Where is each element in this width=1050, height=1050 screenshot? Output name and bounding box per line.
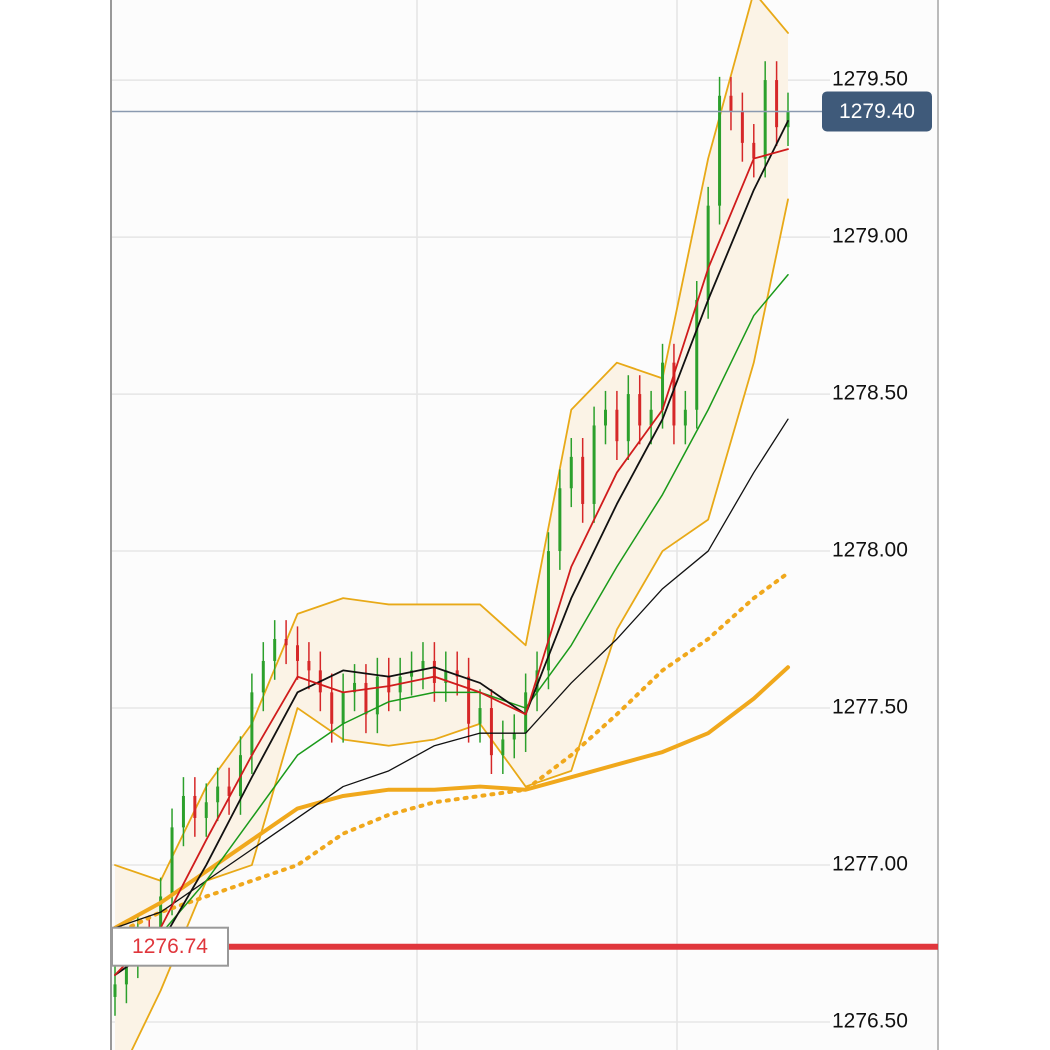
candle-body (216, 786, 220, 803)
candle-body (364, 682, 368, 715)
candle-body (341, 692, 345, 724)
level-label: 1276.74 (132, 935, 208, 958)
candle-body (444, 670, 448, 683)
candle-body (672, 362, 676, 426)
candle-body (775, 80, 779, 128)
indicator-line (130, 198, 789, 1050)
candle-body (387, 676, 391, 693)
candle-body (261, 660, 265, 693)
candle-body (193, 795, 197, 818)
candle-body (455, 670, 459, 677)
y-tick-label: 1277.50 (832, 696, 908, 719)
candle-body (706, 205, 710, 300)
candle-body (432, 660, 436, 683)
candle-body (638, 394, 642, 426)
candle-body (501, 739, 505, 756)
candle-body (592, 425, 596, 504)
candle-body (752, 142, 756, 159)
last-price-label: 1279.40 (839, 100, 915, 123)
indicator-line (114, 273, 789, 954)
candle-body (296, 645, 300, 661)
candle-body (204, 802, 208, 818)
y-tick-label: 1279.50 (832, 68, 908, 91)
candle-body (740, 111, 744, 143)
candle-body (273, 638, 277, 661)
candle-body (729, 95, 733, 112)
y-tick-label: 1279.00 (832, 225, 908, 248)
indicator-line (114, 119, 789, 976)
y-tick-label: 1277.00 (832, 853, 908, 876)
candle-body (718, 95, 722, 206)
candle-body (649, 409, 653, 426)
candle-body (512, 733, 516, 740)
indicator-line (113, 665, 790, 930)
candle-body (375, 676, 379, 715)
level-box (111, 926, 229, 967)
candle-body (615, 409, 619, 442)
y-tick-label: 1276.50 (832, 1010, 908, 1033)
indicator-line (114, 418, 789, 929)
candle-body (683, 409, 687, 426)
candle-body (170, 827, 174, 897)
candle-body (581, 456, 585, 504)
candle-body (410, 670, 414, 677)
candle-body (626, 394, 630, 442)
plot-background (112, 0, 938, 1050)
candle-body (478, 708, 482, 724)
y-tick-label: 1278.50 (832, 382, 908, 405)
candle-body (124, 959, 128, 985)
candle-body (250, 692, 254, 756)
indicator-line (114, 0, 789, 882)
candle-body (467, 676, 471, 724)
last-price-box (822, 91, 932, 132)
band-fill (115, 0, 788, 1050)
candle-body (227, 786, 231, 796)
candle-body (786, 111, 790, 128)
y-tick-label: 1278.00 (832, 539, 908, 562)
candle-body (307, 660, 311, 671)
candle-body (661, 362, 665, 410)
candle-body (353, 682, 357, 693)
candle-body (421, 660, 425, 671)
candle-body (763, 80, 767, 159)
candle-body (535, 670, 539, 693)
candle-body (330, 692, 334, 724)
indicator-line (114, 148, 789, 976)
candle-body (159, 896, 163, 944)
candle-body (113, 984, 117, 997)
candle-body (489, 708, 493, 756)
indicator-line (113, 571, 790, 937)
candle-body (695, 299, 699, 410)
candle-body (284, 638, 288, 646)
candle-body (546, 551, 550, 671)
candle-body (558, 488, 562, 552)
candle-body (603, 409, 607, 426)
candle-body (569, 456, 573, 489)
candle-body (181, 795, 185, 828)
